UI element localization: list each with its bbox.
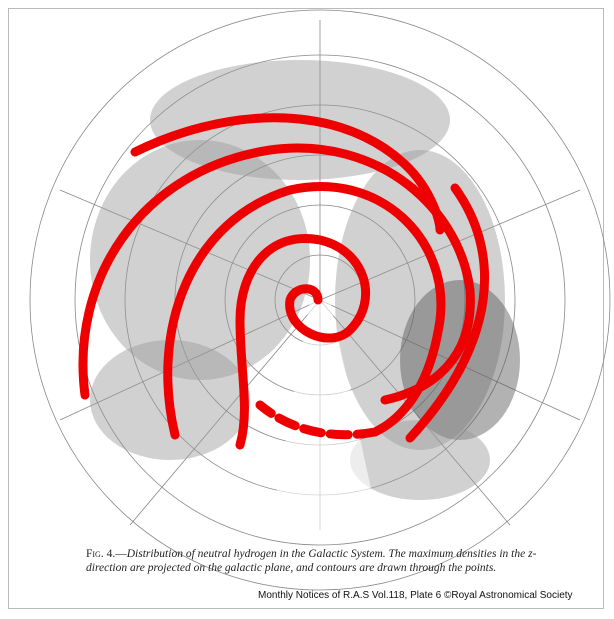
credit: Monthly Notices of R.A.S Vol.118, Plate …	[258, 590, 573, 601]
caption-label: Fig. 4.—	[86, 548, 127, 560]
figure-image	[0, 0, 614, 619]
caption: Fig. 4.—Distribution of neutral hydrogen…	[86, 547, 566, 575]
caption-text: Distribution of neutral hydrogen in the …	[86, 548, 536, 574]
page: Fig. 4.—Distribution of neutral hydrogen…	[0, 0, 614, 619]
